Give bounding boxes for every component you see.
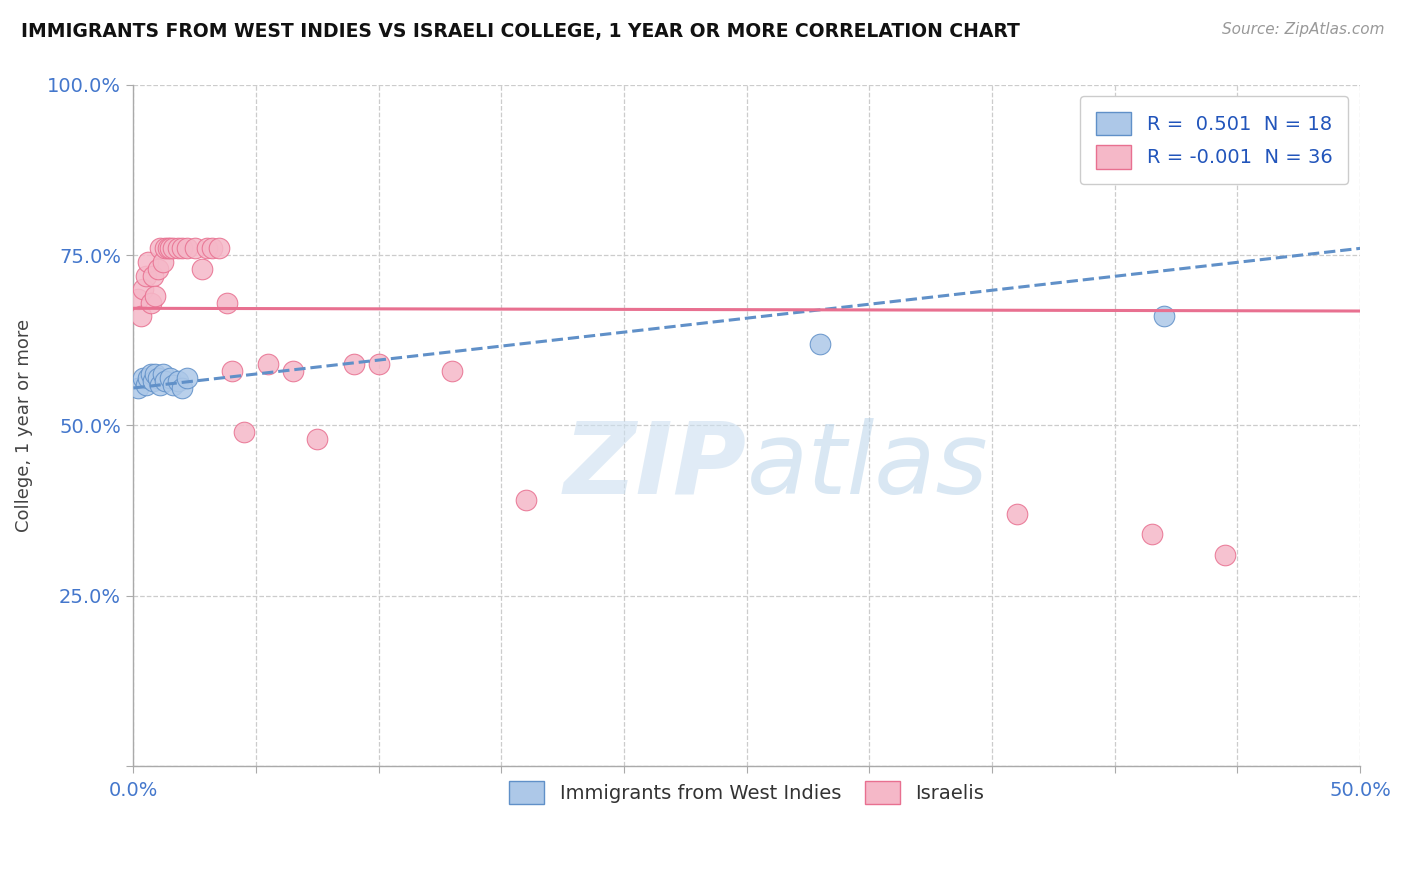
Y-axis label: College, 1 year or more: College, 1 year or more bbox=[15, 318, 32, 532]
Point bbox=[149, 377, 172, 392]
Point bbox=[145, 368, 167, 382]
Text: atlas: atlas bbox=[747, 417, 988, 515]
Point bbox=[159, 370, 181, 384]
Point bbox=[201, 241, 224, 255]
Point bbox=[152, 255, 174, 269]
Point bbox=[145, 289, 167, 303]
Point bbox=[139, 368, 162, 382]
Legend: Immigrants from West Indies, Israelis: Immigrants from West Indies, Israelis bbox=[499, 771, 994, 814]
Point bbox=[162, 241, 184, 255]
Point bbox=[149, 241, 172, 255]
Point bbox=[1213, 548, 1236, 562]
Point bbox=[136, 370, 159, 384]
Point bbox=[808, 336, 831, 351]
Point bbox=[139, 296, 162, 310]
Point bbox=[142, 268, 165, 283]
Point bbox=[172, 381, 194, 395]
Point bbox=[176, 370, 198, 384]
Point bbox=[281, 364, 304, 378]
Point bbox=[152, 368, 174, 382]
Point bbox=[221, 364, 243, 378]
Point bbox=[172, 241, 194, 255]
Point bbox=[136, 255, 159, 269]
Point bbox=[166, 374, 188, 388]
Point bbox=[208, 241, 231, 255]
Point bbox=[135, 268, 157, 283]
Point bbox=[1153, 310, 1175, 324]
Point bbox=[142, 374, 165, 388]
Point bbox=[132, 282, 155, 296]
Point bbox=[156, 241, 179, 255]
Point bbox=[232, 425, 254, 440]
Point bbox=[146, 261, 169, 276]
Point bbox=[195, 241, 218, 255]
Point bbox=[176, 241, 198, 255]
Point bbox=[155, 374, 177, 388]
Point bbox=[441, 364, 464, 378]
Point bbox=[166, 241, 188, 255]
Point bbox=[129, 310, 152, 324]
Text: IMMIGRANTS FROM WEST INDIES VS ISRAELI COLLEGE, 1 YEAR OR MORE CORRELATION CHART: IMMIGRANTS FROM WEST INDIES VS ISRAELI C… bbox=[21, 22, 1019, 41]
Point bbox=[155, 241, 177, 255]
Point bbox=[343, 357, 366, 371]
Point bbox=[307, 432, 329, 446]
Point bbox=[127, 381, 149, 395]
Point bbox=[183, 241, 205, 255]
Point bbox=[257, 357, 280, 371]
Point bbox=[215, 296, 238, 310]
Point bbox=[146, 370, 169, 384]
Text: Source: ZipAtlas.com: Source: ZipAtlas.com bbox=[1222, 22, 1385, 37]
Point bbox=[515, 493, 537, 508]
Point bbox=[159, 241, 181, 255]
Point bbox=[367, 357, 389, 371]
Point bbox=[162, 377, 184, 392]
Point bbox=[1140, 527, 1163, 541]
Point bbox=[127, 293, 149, 307]
Point bbox=[132, 370, 155, 384]
Point bbox=[1005, 507, 1028, 521]
Point bbox=[191, 261, 214, 276]
Text: ZIP: ZIP bbox=[564, 417, 747, 515]
Point bbox=[135, 377, 157, 392]
